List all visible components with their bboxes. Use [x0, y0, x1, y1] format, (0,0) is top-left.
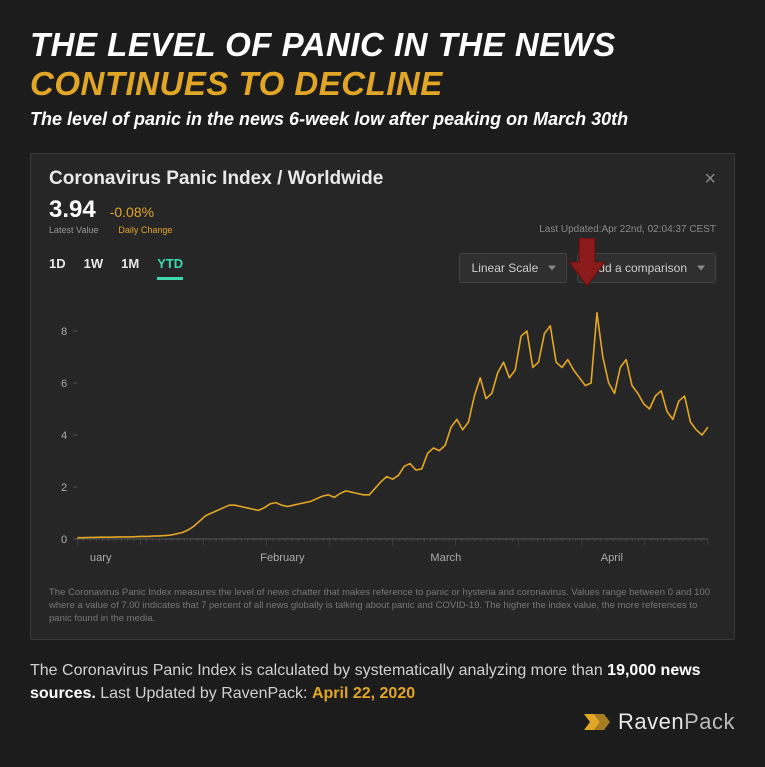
- latest-value-label: Latest Value: [49, 225, 98, 235]
- time-tab-1w[interactable]: 1W: [84, 256, 104, 280]
- daily-change-label: Daily Change: [118, 225, 172, 235]
- controls-row: 1D 1W 1M YTD Linear Scale Add a comparison: [31, 243, 734, 287]
- line-chart: 0 2 4 6 8 uary February March April: [49, 295, 716, 575]
- logo-text: RavenPack: [618, 709, 735, 735]
- logo: RavenPack: [30, 709, 735, 735]
- chart-panel: Coronavirus Panic Index / Worldwide × 3.…: [30, 153, 735, 640]
- daily-change: -0.08%: [110, 204, 154, 220]
- stats-row: 3.94 -0.08%: [49, 196, 716, 224]
- logo-brand2: Pack: [684, 709, 735, 734]
- bottom-description: The Coronavirus Panic Index is calculate…: [30, 660, 735, 705]
- chart-footer-text: The Coronavirus Panic Index measures the…: [31, 575, 734, 639]
- svg-text:0: 0: [61, 534, 67, 546]
- headline-sub: The level of panic in the news 6-week lo…: [30, 109, 735, 131]
- svg-text:March: March: [430, 552, 461, 564]
- ravenpack-logo-icon: [582, 710, 612, 734]
- svg-text:4: 4: [61, 430, 67, 442]
- chart-area: 0 2 4 6 8 uary February March April: [49, 295, 716, 575]
- svg-text:2: 2: [61, 482, 67, 494]
- panel-header: Coronavirus Panic Index / Worldwide × 3.…: [31, 154, 734, 243]
- last-updated: Last Updated:Apr 22nd, 02:04:37 CEST: [539, 224, 716, 235]
- svg-text:uary: uary: [90, 552, 112, 564]
- time-tabs: 1D 1W 1M YTD: [49, 256, 183, 280]
- close-icon[interactable]: ×: [704, 168, 716, 191]
- logo-brand1: Raven: [618, 709, 684, 734]
- time-tab-ytd[interactable]: YTD: [157, 256, 183, 280]
- last-updated-prefix: Last Updated:: [539, 224, 601, 235]
- svg-text:6: 6: [61, 378, 67, 390]
- scale-dropdown[interactable]: Linear Scale: [459, 253, 568, 283]
- comparison-dropdown[interactable]: Add a comparison: [577, 253, 716, 283]
- time-tab-1m[interactable]: 1M: [121, 256, 139, 280]
- time-tab-1d[interactable]: 1D: [49, 256, 66, 280]
- svg-text:February: February: [260, 552, 305, 564]
- latest-value: 3.94: [49, 196, 96, 224]
- svg-text:8: 8: [61, 326, 67, 338]
- bottom-text1: The Coronavirus Panic Index is calculate…: [30, 662, 607, 679]
- svg-text:April: April: [601, 552, 623, 564]
- panel-title: Coronavirus Panic Index / Worldwide: [49, 168, 716, 190]
- last-updated-value: Apr 22nd, 02:04:37 CEST: [601, 224, 716, 235]
- bottom-text2: Last Updated by RavenPack:: [96, 685, 312, 702]
- headline-line2: CONTINUES TO DECLINE: [30, 67, 735, 102]
- headline-line1: THE LEVEL OF PANIC IN THE NEWS: [30, 28, 735, 63]
- bottom-accent: April 22, 2020: [312, 685, 415, 702]
